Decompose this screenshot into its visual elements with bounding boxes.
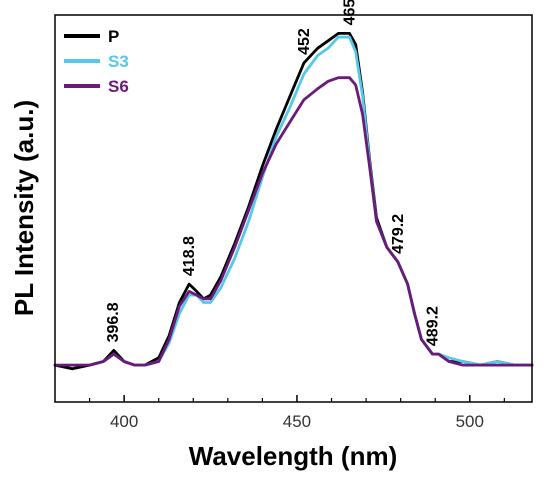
x-tick-label-450: 450 [283, 412, 311, 431]
x-tick-label-500: 500 [456, 412, 484, 431]
peak-label-479-2: 479.2 [390, 214, 407, 254]
peak-label-465-2: 465.2 [342, 0, 359, 25]
peak-label-452: 452 [296, 28, 313, 55]
legend-label-p: P [108, 27, 119, 46]
series-line-s6 [53, 76, 534, 367]
y-axis-label: PL Intensity (a.u.) [9, 100, 39, 316]
legend: P S3 S6 [64, 27, 129, 96]
x-tick-label-400: 400 [110, 412, 138, 431]
peak-label-489-2: 489.2 [425, 306, 442, 346]
x-axis: 400 450 500 [88, 395, 505, 431]
legend-label-s6: S6 [108, 77, 129, 96]
plot-lines [53, 32, 534, 371]
peak-annotations: 396.8 418.8 452 465.2 479.2 489.2 [105, 0, 441, 346]
legend-label-s3: S3 [108, 52, 129, 71]
x-axis-label: Wavelength (nm) [189, 441, 397, 471]
plot-frame [54, 14, 533, 403]
peak-label-418-8: 418.8 [181, 236, 198, 276]
peak-label-396-8: 396.8 [105, 302, 122, 342]
